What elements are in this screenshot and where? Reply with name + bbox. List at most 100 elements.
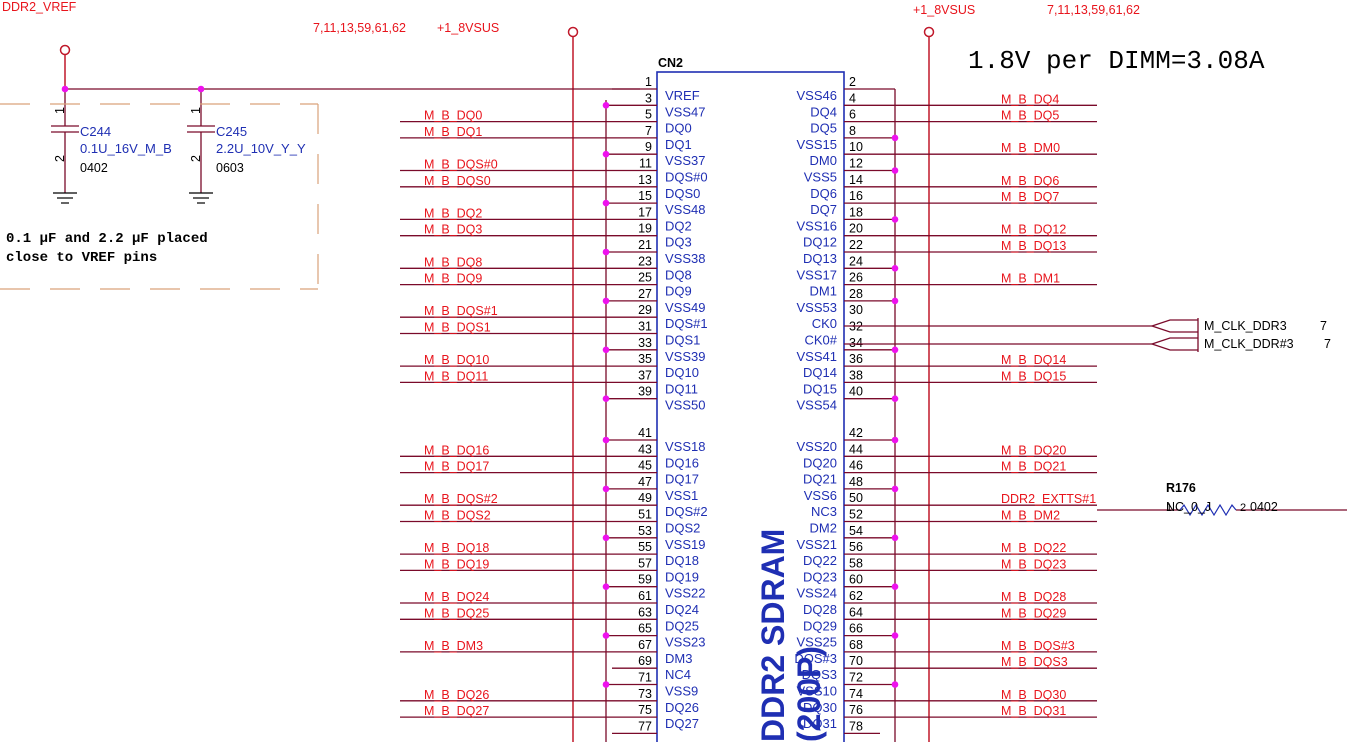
- left-pin-net: M_B_DQ3: [424, 223, 482, 237]
- left-pin-59: 59 VSS22: [602, 573, 705, 601]
- right-pin-net: M_B_DQ30: [1001, 688, 1066, 702]
- left-pin-19: 19 DQ3 M_B_DQ3: [400, 222, 692, 250]
- right-pin-26: 26 DM1 M_B_DM1: [810, 271, 1097, 299]
- left-pin-net: M_B_DQ17: [424, 460, 489, 474]
- left-pin-31: 31 DQS1 M_B_DQS1: [400, 320, 700, 348]
- clk-port-label-1: M_CLK_DDR#3: [1204, 337, 1294, 351]
- connector-ref: CN2: [658, 56, 683, 70]
- left-pin-27: 27 VSS49: [602, 287, 705, 315]
- left-pin-69: 69 NC4: [612, 654, 691, 682]
- right-pin-name: DQ20: [803, 455, 837, 470]
- right-pin-8: 8 VSS15: [797, 124, 899, 152]
- left-pin-21: 21 VSS38: [602, 238, 705, 266]
- c244-ref: C244: [80, 124, 111, 139]
- left-pin-number: 53: [638, 524, 652, 538]
- right-pin-24: 24 VSS17: [797, 254, 899, 282]
- c245-value: 2.2U_10V_Y_Y: [216, 141, 306, 156]
- left-pin-71: 71 VSS9: [602, 671, 698, 699]
- left-pin-number: 23: [638, 254, 652, 268]
- left-pin-name: DQS#1: [665, 316, 708, 331]
- left-pin-7: 7 DQ1 M_B_DQ1: [400, 124, 692, 152]
- clk-port-label-0: M_CLK_DDR3: [1204, 319, 1287, 333]
- junction-dot: [891, 534, 899, 542]
- c244-value: 0.1U_16V_M_B: [80, 141, 172, 156]
- left-pin-name: DQ1: [665, 137, 692, 152]
- left-pin-number: 67: [638, 638, 652, 652]
- left-pin-number: 69: [638, 654, 652, 668]
- left-pin-35: 35 DQ10 M_B_DQ10: [400, 352, 699, 380]
- right-pin-number: 62: [849, 589, 863, 603]
- connector-title: DDR2 SDRAM: [755, 529, 791, 742]
- right-pin-net: M_B_DQ15: [1001, 369, 1066, 383]
- left-pin-net: M_B_DQ27: [424, 704, 489, 718]
- left-pin-45: 45 DQ17 M_B_DQ17: [400, 459, 699, 487]
- right-pin-54: 54 VSS21: [797, 524, 899, 552]
- left-pin-name: DM3: [665, 651, 692, 666]
- right-pin-number: 38: [849, 368, 863, 382]
- left-pin-name: DQS#0: [665, 170, 708, 185]
- junction-dot: [602, 297, 610, 305]
- left-pin-37: 37 DQ11 M_B_DQ11: [400, 368, 698, 396]
- right-pin-70: 70 DQS3 M_B_DQS3: [802, 654, 1097, 682]
- right-pin-number: 10: [849, 140, 863, 154]
- left-pin-name: NC4: [665, 667, 691, 682]
- left-pin-name: DQ25: [665, 618, 699, 633]
- left-pin-name: DQS#2: [665, 504, 708, 519]
- right-pin-name: DM2: [810, 521, 837, 536]
- left-pin-name: DQS0: [665, 186, 700, 201]
- left-pin-net: M_B_DQ9: [424, 272, 482, 286]
- right-pin-name: CK0#: [804, 333, 837, 348]
- right-pin-number: 46: [849, 459, 863, 473]
- right-pin-number: 74: [849, 687, 863, 701]
- left-pin-net: M_B_DQ25: [424, 606, 489, 620]
- power-symbol-left: [567, 26, 579, 742]
- placement-note-line2: close to VREF pins: [6, 250, 157, 266]
- left-pin-number: 13: [638, 173, 652, 187]
- junction-dot: [602, 436, 610, 444]
- left-pin-11: 11 DQS#0 M_B_DQS#0: [400, 157, 708, 185]
- right-pin-number: 36: [849, 352, 863, 366]
- pwr-right-label: +1_8VSUS: [913, 3, 975, 17]
- right-pin-number: 34: [849, 336, 863, 350]
- right-pin-net: M_B_DQ4: [1001, 92, 1059, 106]
- right-pin-net: M_B_DQ6: [1001, 174, 1059, 188]
- left-pin-number: 3: [645, 91, 652, 105]
- left-pin-number: 71: [638, 671, 652, 685]
- svg-text:2: 2: [53, 155, 67, 162]
- right-pin-74: 74 DQ30 M_B_DQ30: [803, 687, 1097, 715]
- right-pin-net: M_B_DQ22: [1001, 541, 1066, 555]
- pwr-left-label: +1_8VSUS: [437, 21, 499, 35]
- right-pin-58: 58 DQ23 M_B_DQ23: [803, 556, 1097, 584]
- connector-body: [656, 71, 845, 742]
- left-pin-39: 39 VSS50: [602, 385, 705, 413]
- right-pin-name: DQ30: [803, 700, 837, 715]
- right-pin-number: 28: [849, 287, 863, 301]
- right-pin-name: DQ4: [810, 104, 837, 119]
- right-pin-number: 44: [849, 442, 863, 456]
- svg-text:2: 2: [1240, 502, 1246, 514]
- right-pin-net: M_B_DQ21: [1001, 460, 1066, 474]
- right-pin-number: 12: [849, 157, 863, 171]
- per-dimm-note: 1.8V per DIMM=3.08A: [968, 46, 1265, 76]
- svg-text:1: 1: [53, 107, 67, 114]
- right-pin-38: 38 DQ15 M_B_DQ15: [803, 368, 1097, 396]
- right-pin-52: 52 DM2 M_B_DM2: [810, 508, 1097, 536]
- c245-pkg: 0603: [216, 161, 244, 175]
- r176-pkg: 0402: [1250, 500, 1278, 514]
- placement-note-line1: 0.1 µF and 2.2 µF placed: [6, 231, 208, 247]
- right-pin-number: 78: [849, 719, 863, 733]
- pwr-right-refs: 7,11,13,59,61,62: [1047, 3, 1140, 17]
- right-pin-name: DM0: [810, 153, 837, 168]
- left-pin-number: 21: [638, 238, 652, 252]
- right-pin-48: 48 VSS6: [804, 475, 899, 503]
- left-pin-net: M_B_DQ26: [424, 688, 489, 702]
- left-pin-number: 47: [638, 475, 652, 489]
- clk-port-ref-0: 7: [1320, 319, 1327, 333]
- left-pin-name: VSS22: [665, 586, 705, 601]
- right-pin-56: 56 DQ22 M_B_DQ22: [803, 540, 1097, 568]
- c245-ref: C245: [216, 124, 247, 139]
- right-pin-number: 72: [849, 671, 863, 685]
- right-pin-number: 66: [849, 622, 863, 636]
- left-pin-name: VSS9: [665, 684, 698, 699]
